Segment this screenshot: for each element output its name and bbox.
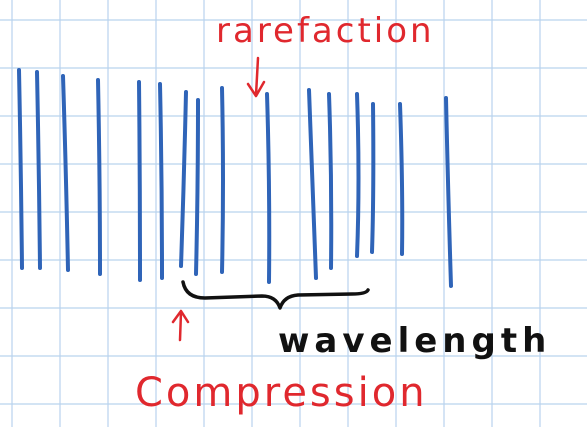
grid [0,0,587,427]
wave-lines [19,70,451,286]
rarefaction-label: rarefaction [216,11,435,51]
rarefaction-arrow [248,58,264,96]
wavelength-brace [183,282,368,308]
compression-arrow [173,311,188,340]
wavelength-label: wavelength [278,321,551,361]
compression-label: Compression [135,370,428,416]
diagram: rarefaction wavelength Compression [0,0,587,427]
